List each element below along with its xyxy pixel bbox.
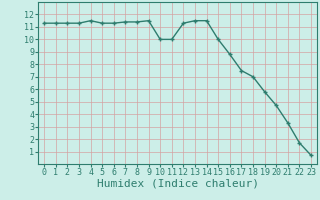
X-axis label: Humidex (Indice chaleur): Humidex (Indice chaleur) — [97, 179, 259, 189]
